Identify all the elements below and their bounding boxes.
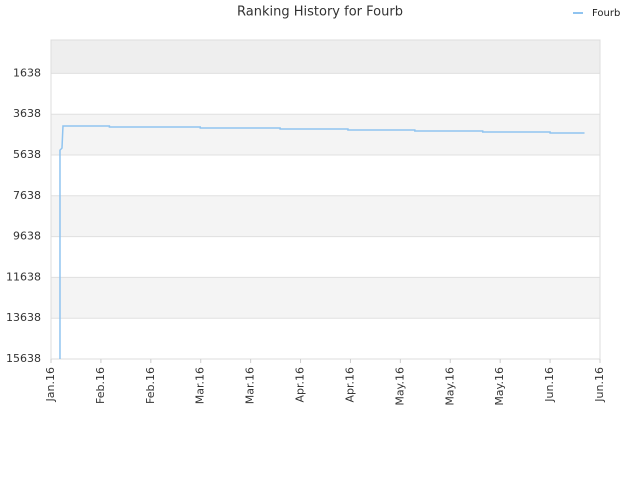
grid-band [51, 318, 600, 359]
x-tick-label: Feb.16 [94, 367, 107, 404]
y-tick-label: 5638 [13, 148, 41, 161]
y-tick-label: 13638 [6, 311, 41, 324]
legend-label: Fourb [592, 8, 620, 19]
y-tick-label: 3638 [13, 107, 41, 120]
x-tick-label: Mar.16 [194, 367, 207, 404]
y-tick-label: 7638 [13, 189, 41, 202]
grid-band [51, 40, 600, 74]
x-tick-label: May.16 [443, 367, 456, 406]
series-line [59, 125, 585, 359]
x-tick-label: May.16 [393, 367, 406, 406]
grid-band [51, 155, 600, 196]
y-tick-label: 9638 [13, 230, 41, 243]
x-tick-label: Jun.16 [593, 367, 606, 403]
x-tick-label: Mar.16 [244, 367, 257, 404]
x-tick-label: Jan.16 [44, 367, 57, 402]
grid-band [51, 114, 600, 156]
grid-band [51, 195, 600, 237]
y-tick-label: 15638 [6, 352, 41, 365]
grid-band [51, 277, 600, 319]
grid-band [51, 236, 600, 278]
grid-band [51, 73, 600, 115]
plot-border [50, 39, 601, 360]
chart-title: Ranking History for Fourb [237, 5, 403, 20]
x-tick-label: Jun.16 [543, 367, 556, 403]
x-tick-label: Apr.16 [343, 367, 356, 403]
x-tick-label: Apr.16 [294, 367, 307, 403]
y-tick-label: 1638 [13, 66, 41, 79]
x-tick-label: May.16 [493, 367, 506, 406]
x-tick-label: Feb.16 [144, 367, 157, 404]
y-tick-label: 11638 [6, 270, 41, 283]
